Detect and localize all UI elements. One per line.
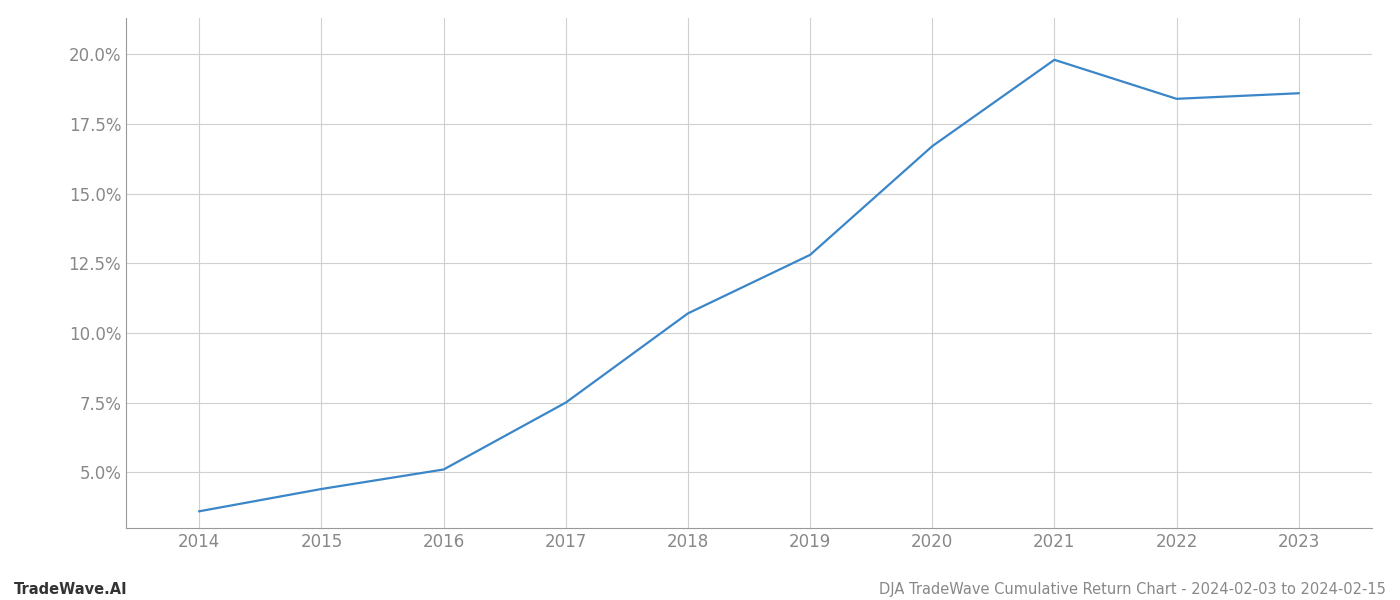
Text: TradeWave.AI: TradeWave.AI <box>14 582 127 597</box>
Text: DJA TradeWave Cumulative Return Chart - 2024-02-03 to 2024-02-15: DJA TradeWave Cumulative Return Chart - … <box>879 582 1386 597</box>
